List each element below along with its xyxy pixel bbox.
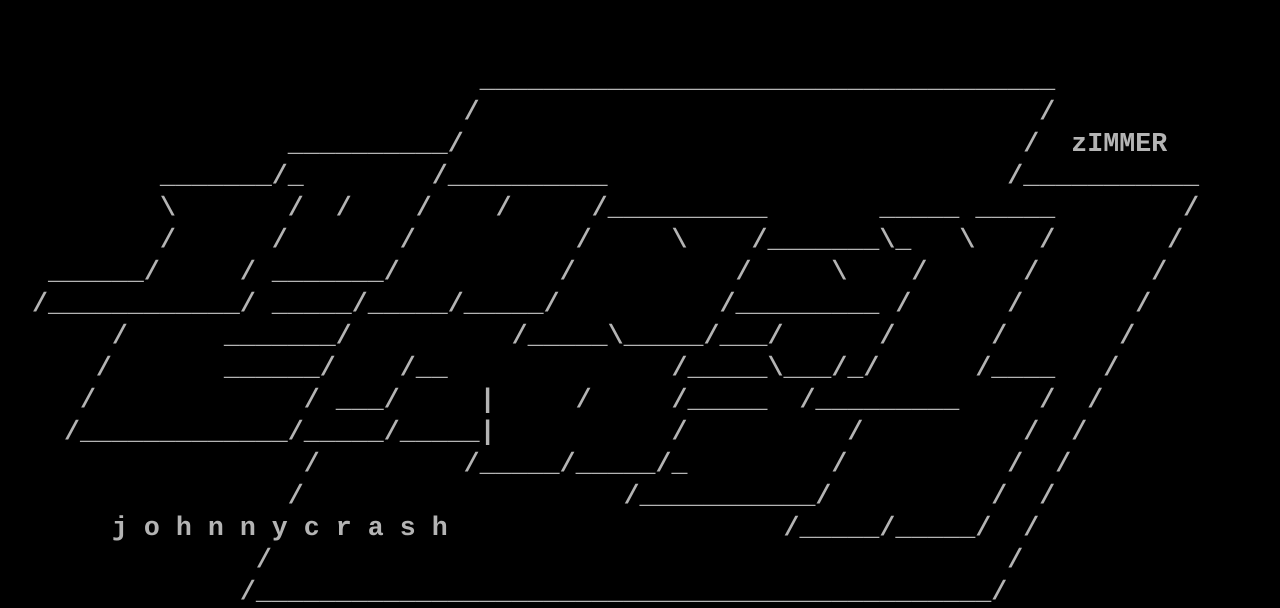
ascii-art-line: /_______________________________________…	[0, 577, 1008, 607]
ascii-art-line	[0, 0, 1199, 32]
ascii-art-line	[0, 32, 1199, 64]
ascii-art-line: / / ___/ | / /_____ /_________ / /	[0, 385, 1104, 415]
ascii-art-line-artist-signature: j o h n n y c r a s h /_____/_____/ /	[0, 513, 1040, 543]
ascii-art-line-zimmer-label: __________/ / zIMMER	[0, 129, 1168, 159]
ascii-art-line: _______/_ /__________ /___________	[0, 161, 1200, 191]
ascii-art-line: / /	[0, 545, 1024, 575]
ascii-art-line: / _______/ /_____\_____/___/ / / /	[0, 321, 1136, 351]
ascii-art-logo: ____________________________________ / /…	[0, 0, 1200, 607]
ascii-art-line: / ______/ /__ /_____\___/_/ /____ /	[0, 353, 1120, 383]
ascii-art-line: ____________________________________	[0, 65, 1056, 95]
ascii-art-line: ______/ / _______/ / / \ / / /	[0, 257, 1168, 287]
ascii-art-line: / / / / \ /_______\_ \ / /	[0, 225, 1184, 255]
ascii-art-line: / /___________/ / /	[0, 481, 1056, 511]
ascii-art-line: / /	[0, 97, 1056, 127]
ascii-art-line: /_____________/_____/_____| / / / /	[0, 417, 1088, 447]
ascii-art-line: /____________/ _____/_____/_____/ /_____…	[0, 289, 1152, 319]
ascii-art-line: / /_____/_____/_ / / /	[0, 449, 1072, 479]
ascii-art-line: \ / / / / /__________ _____ _____ /	[0, 193, 1200, 223]
